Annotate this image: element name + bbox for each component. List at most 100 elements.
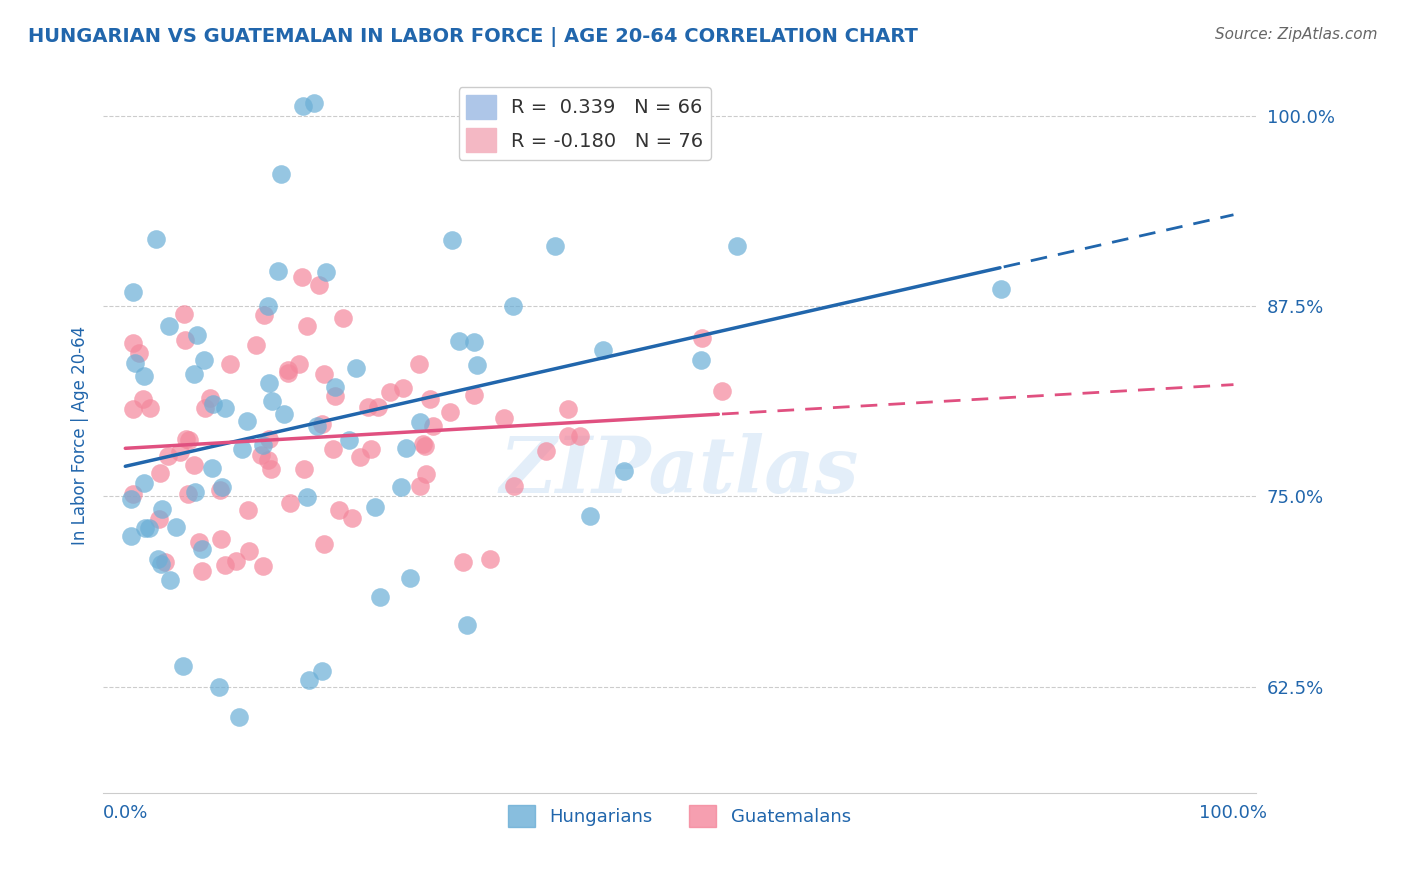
Point bbox=[463, 388, 485, 402]
Point bbox=[139, 401, 162, 415]
Point bbox=[419, 392, 441, 406]
Point bbox=[422, 418, 444, 433]
Point bbox=[332, 310, 354, 325]
Point bbox=[214, 558, 236, 572]
Point bbox=[153, 556, 176, 570]
Point bbox=[399, 570, 422, 584]
Point bbox=[692, 331, 714, 345]
Point bbox=[315, 265, 337, 279]
Point bbox=[219, 358, 242, 372]
Point bbox=[440, 234, 463, 248]
Point bbox=[557, 402, 579, 417]
Text: HUNGARIAN VS GUATEMALAN IN LABOR FORCE | AGE 20-64 CORRELATION CHART: HUNGARIAN VS GUATEMALAN IN LABOR FORCE |… bbox=[28, 27, 918, 46]
Point bbox=[193, 353, 215, 368]
Point bbox=[150, 558, 173, 572]
Point bbox=[121, 335, 143, 350]
Point bbox=[169, 445, 191, 459]
Point bbox=[257, 376, 280, 390]
Point bbox=[356, 400, 378, 414]
Point bbox=[690, 353, 713, 368]
Point bbox=[389, 480, 412, 494]
Point bbox=[311, 664, 333, 678]
Point bbox=[295, 490, 318, 504]
Point bbox=[415, 467, 437, 481]
Point bbox=[370, 591, 392, 605]
Point bbox=[277, 362, 299, 376]
Point bbox=[257, 453, 280, 467]
Point bbox=[725, 239, 748, 253]
Point bbox=[367, 401, 389, 415]
Point bbox=[225, 554, 247, 568]
Point bbox=[253, 308, 276, 322]
Point bbox=[342, 511, 364, 525]
Point bbox=[194, 401, 217, 415]
Point bbox=[172, 658, 194, 673]
Point bbox=[157, 450, 180, 464]
Point bbox=[236, 414, 259, 428]
Point bbox=[149, 466, 172, 480]
Point bbox=[209, 483, 232, 497]
Point bbox=[295, 319, 318, 334]
Point bbox=[613, 464, 636, 478]
Point bbox=[231, 442, 253, 457]
Point bbox=[236, 503, 259, 517]
Point bbox=[165, 520, 187, 534]
Point bbox=[186, 327, 208, 342]
Point bbox=[211, 479, 233, 493]
Point bbox=[278, 496, 301, 510]
Point bbox=[202, 397, 225, 411]
Point bbox=[257, 299, 280, 313]
Point bbox=[307, 419, 329, 434]
Point bbox=[122, 285, 145, 299]
Point bbox=[120, 529, 142, 543]
Point bbox=[201, 460, 224, 475]
Point bbox=[207, 680, 229, 694]
Point bbox=[252, 438, 274, 452]
Point bbox=[409, 479, 432, 493]
Point bbox=[132, 476, 155, 491]
Point bbox=[465, 358, 488, 372]
Point bbox=[184, 484, 207, 499]
Point bbox=[415, 439, 437, 453]
Point bbox=[146, 552, 169, 566]
Y-axis label: In Labor Force | Age 20-64: In Labor Force | Age 20-64 bbox=[72, 326, 89, 545]
Point bbox=[132, 392, 155, 406]
Point bbox=[328, 503, 350, 517]
Point bbox=[408, 415, 430, 429]
Point bbox=[120, 491, 142, 506]
Point bbox=[191, 541, 214, 556]
Point bbox=[157, 318, 180, 333]
Point bbox=[177, 434, 200, 448]
Point bbox=[451, 555, 474, 569]
Point bbox=[150, 502, 173, 516]
Point bbox=[214, 401, 236, 415]
Point bbox=[262, 393, 284, 408]
Point bbox=[145, 232, 167, 246]
Point bbox=[291, 270, 314, 285]
Point bbox=[173, 333, 195, 347]
Point bbox=[479, 552, 502, 566]
Point bbox=[238, 543, 260, 558]
Point bbox=[138, 521, 160, 535]
Point bbox=[191, 564, 214, 578]
Point bbox=[463, 334, 485, 349]
Point bbox=[134, 368, 156, 383]
Point bbox=[209, 532, 232, 546]
Point bbox=[257, 432, 280, 446]
Point bbox=[159, 573, 181, 587]
Point bbox=[198, 392, 221, 406]
Point bbox=[557, 429, 579, 443]
Point bbox=[439, 405, 461, 419]
Point bbox=[183, 367, 205, 381]
Point bbox=[364, 500, 387, 514]
Point bbox=[337, 433, 360, 447]
Point bbox=[323, 389, 346, 403]
Point bbox=[592, 343, 614, 357]
Point bbox=[456, 618, 478, 632]
Point bbox=[314, 537, 336, 551]
Point bbox=[121, 402, 143, 417]
Point bbox=[544, 238, 567, 252]
Point bbox=[311, 417, 333, 431]
Point bbox=[292, 462, 315, 476]
Point bbox=[228, 709, 250, 723]
